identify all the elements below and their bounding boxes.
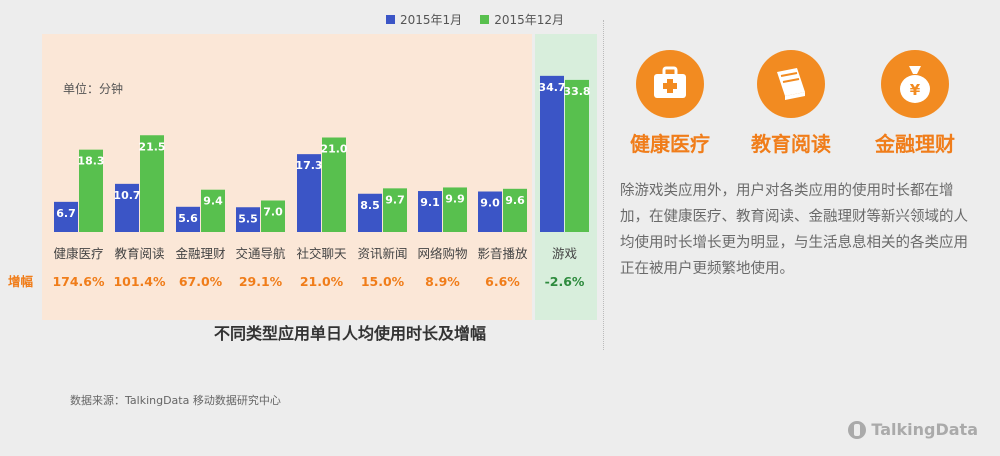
bar [115, 183, 139, 232]
category-title-health: 健康医疗 [630, 132, 710, 156]
data-label: 33.8 [563, 85, 590, 98]
data-label: 34.7 [538, 81, 565, 94]
unit-label: 单位：分钟 [63, 82, 124, 96]
legend-label: 2015年12月 [494, 13, 564, 27]
legend-item: 2015年12月 [480, 11, 564, 28]
bar [443, 187, 467, 232]
data-label: 9.6 [505, 194, 525, 207]
chart-panel [42, 34, 532, 320]
category-label: 网络购物 [417, 246, 467, 261]
data-label: 9.9 [445, 192, 465, 205]
data-label: 9.1 [420, 196, 440, 209]
data-label: 5.5 [238, 212, 258, 225]
data-label: 17.3 [295, 159, 322, 172]
bar [236, 207, 260, 232]
bar [322, 137, 346, 232]
bar [79, 149, 103, 232]
category-label: 影音播放 [477, 246, 528, 261]
bar [383, 188, 407, 232]
data-label: 8.5 [360, 199, 380, 212]
bar-chart: 6.7 18.3 健康医疗 174.6% 10.7 21.5 教育阅读 101.4% 5.6 9.… [8, 34, 597, 320]
data-label: 6.7 [56, 207, 76, 220]
growth-label: -2.6% [545, 274, 585, 289]
bar [540, 75, 564, 232]
medical-kit-icon [636, 50, 704, 118]
growth-row-label: 增幅 [8, 274, 34, 289]
growth-label: 67.0% [179, 274, 223, 289]
book-icon [757, 50, 825, 118]
data-label: 21.0 [320, 143, 347, 156]
category-title-finance: 金融理财 [875, 132, 955, 156]
data-label: 5.6 [178, 212, 198, 225]
growth-label: 29.1% [239, 274, 283, 289]
bar [54, 201, 78, 232]
data-label: 10.7 [113, 189, 140, 202]
description-text: 除游戏类应用外，用户对各类应用的使用时长都在增加，在健康医疗、教育阅读、金融理财… [620, 183, 968, 277]
data-label: 9.4 [203, 195, 223, 208]
category-label: 教育阅读 [114, 246, 164, 261]
growth-label: 101.4% [113, 274, 166, 289]
category-label: 金融理财 [175, 246, 225, 261]
data-label: 9.0 [480, 197, 500, 210]
growth-label: 21.0% [300, 274, 344, 289]
bar [503, 188, 527, 232]
category-label: 社交聊天 [296, 246, 347, 261]
bar [261, 200, 285, 232]
growth-label: 15.0% [361, 274, 405, 289]
growth-label: 8.9% [425, 274, 460, 289]
data-label: 18.3 [77, 155, 104, 168]
category-label: 资讯新闻 [357, 246, 407, 261]
svg-text:¥: ¥ [910, 81, 921, 99]
money-bag-icon: ¥ [881, 50, 949, 118]
chart-legend: 2015年1月 2015年12月 [386, 11, 564, 28]
data-source: 数据来源：TalkingData 移动数据研究中心 [70, 394, 281, 407]
bar [418, 191, 442, 232]
category-label: 游戏 [552, 246, 577, 261]
bar [176, 206, 200, 232]
growth-label: 174.6% [52, 274, 105, 289]
bar [478, 191, 502, 232]
bar [140, 135, 164, 232]
brand-name: TalkingData [871, 420, 978, 439]
category-title-education: 教育阅读 [751, 132, 831, 156]
legend-item: 2015年1月 [386, 11, 462, 28]
bar [297, 154, 321, 232]
brand-icon [848, 420, 867, 439]
legend-swatch [386, 15, 395, 24]
category-label: 交通导航 [235, 246, 286, 261]
growth-label: 6.6% [485, 274, 520, 289]
brand-logo: TalkingData [848, 420, 978, 439]
divider [603, 20, 604, 350]
data-label: 21.5 [138, 140, 165, 153]
data-label: 9.7 [385, 193, 405, 206]
category-label: 健康医疗 [53, 246, 103, 261]
bar [201, 189, 225, 232]
legend-label: 2015年1月 [400, 13, 463, 27]
bar [358, 193, 382, 232]
chart-title: 不同类型应用单日人均使用时长及增幅 [213, 324, 486, 343]
data-label: 7.0 [263, 206, 283, 219]
legend-swatch [480, 15, 490, 24]
bar [565, 79, 589, 233]
